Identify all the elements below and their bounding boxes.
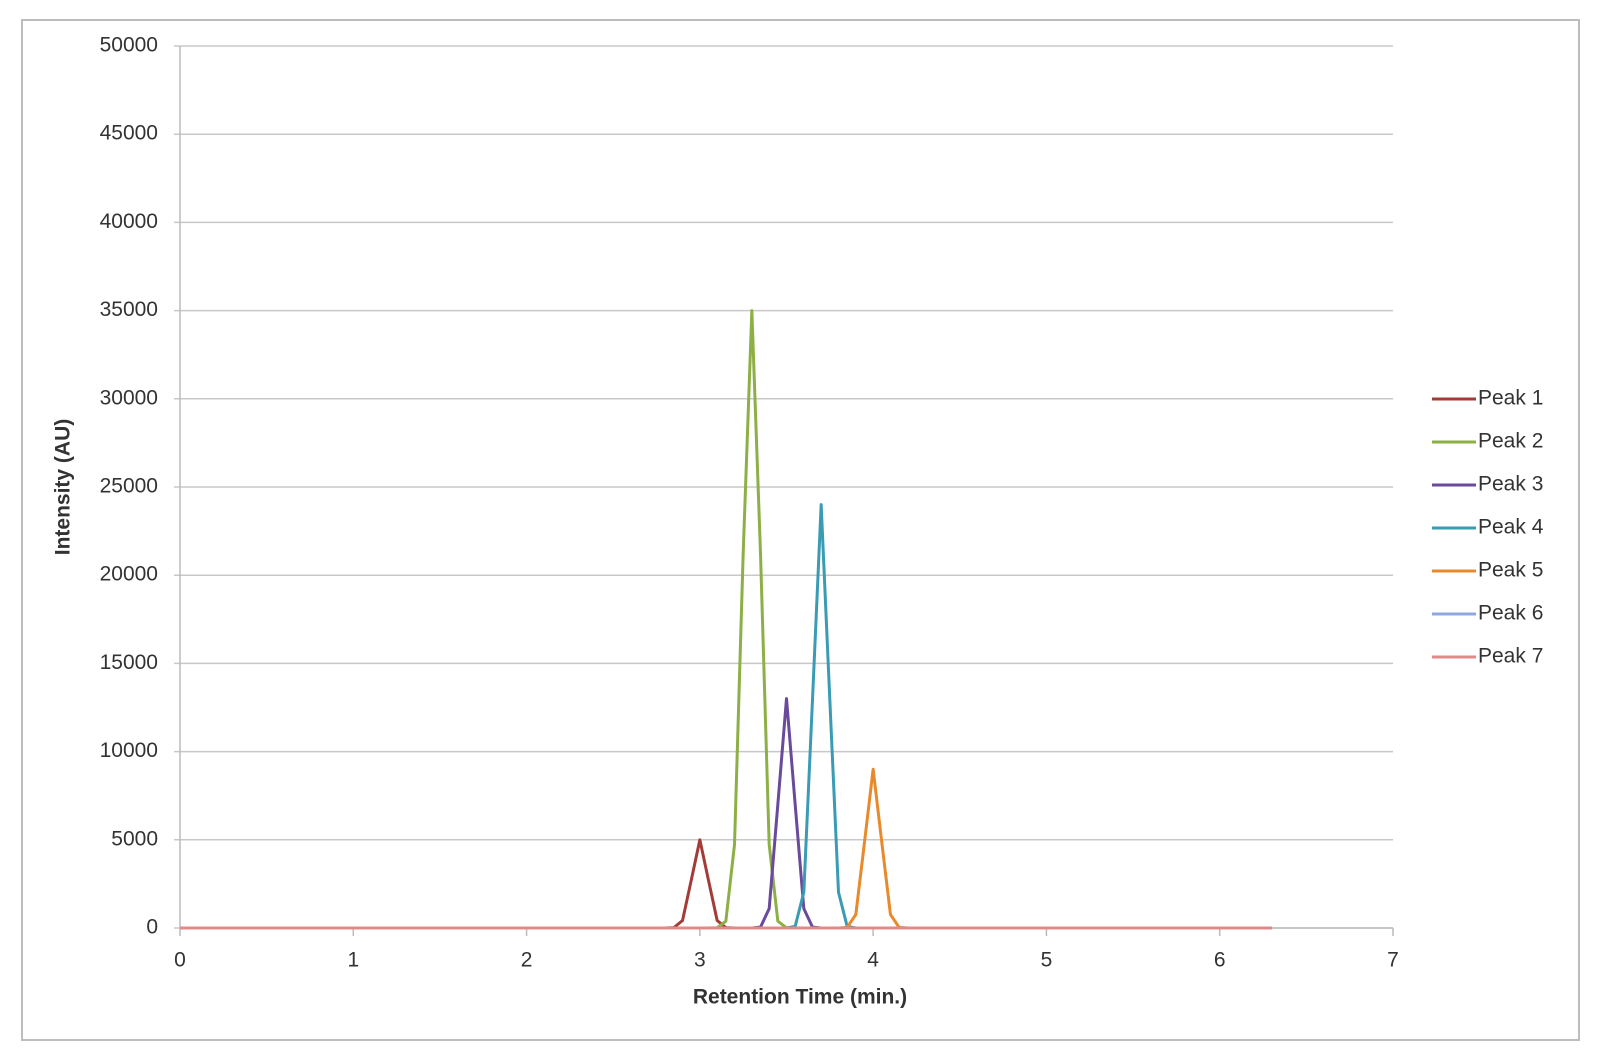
x-tick-label: 5 — [1041, 949, 1053, 972]
y-tick-label: 0 — [146, 916, 158, 939]
legend-label: Peak 7 — [1478, 645, 1543, 668]
legend-label: Peak 2 — [1478, 430, 1543, 453]
y-tick-label: 25000 — [100, 475, 158, 498]
y-tick-label: 10000 — [100, 739, 158, 762]
y-tick-label: 5000 — [111, 827, 158, 850]
chart-frame — [21, 19, 1580, 1041]
x-axis-label: Retention Time (min.) — [693, 986, 907, 1009]
legend-label: Peak 3 — [1478, 473, 1543, 496]
legend-label: Peak 4 — [1478, 516, 1544, 539]
y-tick-label: 15000 — [100, 651, 158, 674]
x-tick-label: 1 — [347, 949, 359, 972]
y-tick-label: 40000 — [100, 210, 158, 233]
y-axis-label: Intensity (AU) — [52, 419, 75, 556]
y-tick-label: 20000 — [100, 563, 158, 586]
y-tick-label: 50000 — [100, 34, 158, 57]
y-tick-label: 35000 — [100, 298, 158, 321]
legend-label: Peak 1 — [1478, 387, 1543, 410]
x-tick-label: 0 — [174, 949, 186, 972]
y-tick-label: 45000 — [100, 122, 158, 145]
x-tick-label: 2 — [521, 949, 533, 972]
x-tick-label: 7 — [1387, 949, 1399, 972]
x-tick-label: 3 — [694, 949, 706, 972]
y-tick-label: 30000 — [100, 386, 158, 409]
legend-label: Peak 5 — [1478, 559, 1543, 582]
x-tick-label: 4 — [867, 949, 879, 972]
x-tick-label: 6 — [1214, 949, 1226, 972]
legend-label: Peak 6 — [1478, 602, 1543, 625]
